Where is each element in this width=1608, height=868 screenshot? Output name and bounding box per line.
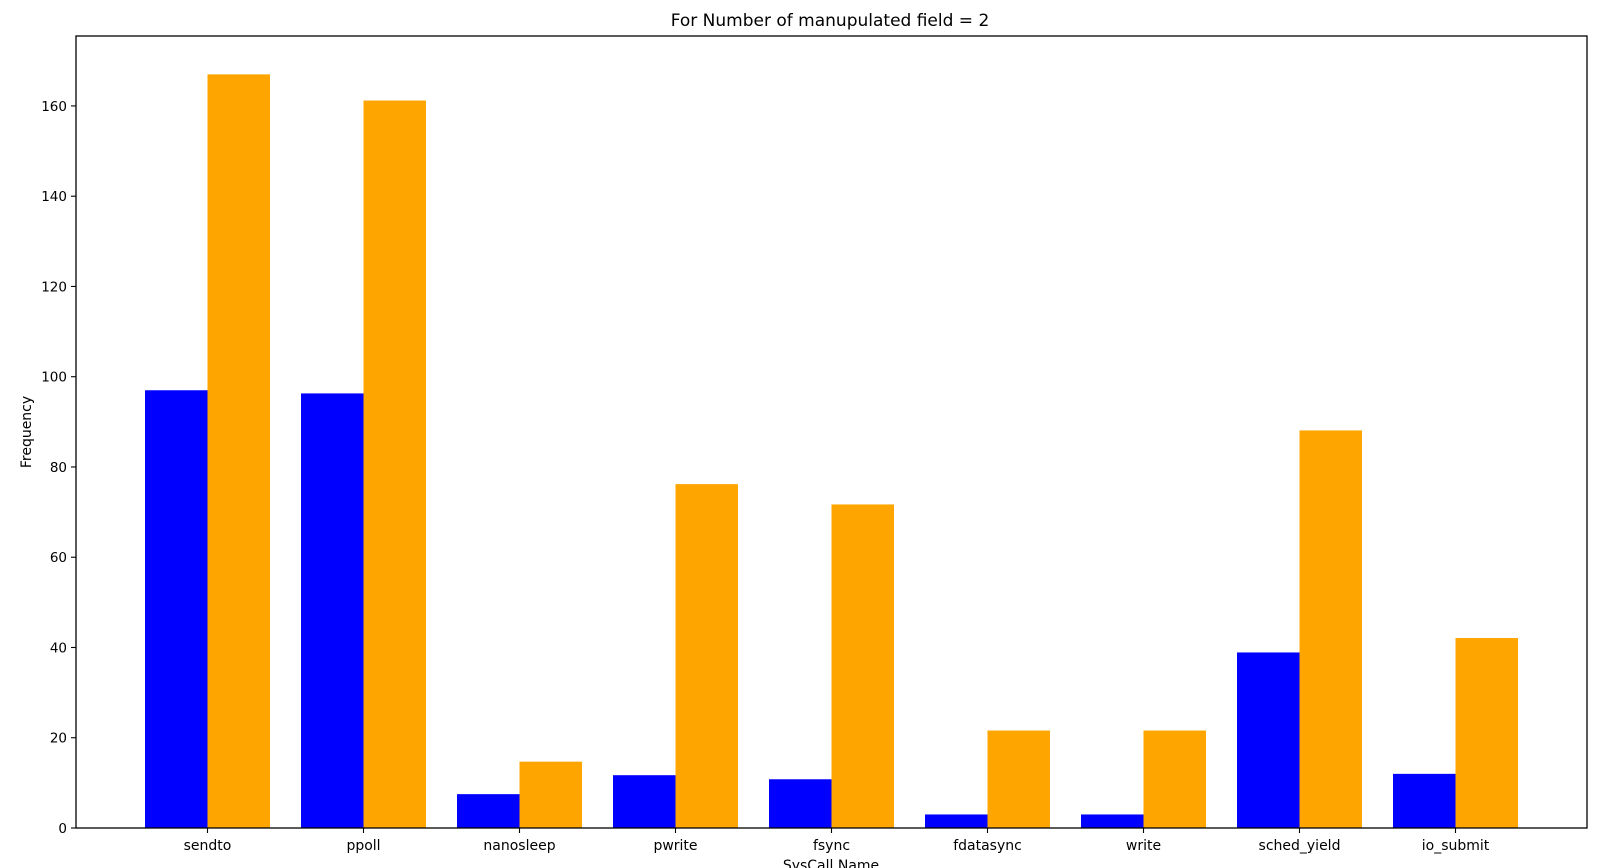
x-tick-label: ppoll [346, 838, 380, 854]
bar-sendto-series-1 [145, 390, 208, 828]
y-tick-label: 160 [41, 99, 67, 115]
bar-sched_yield-series-1 [1237, 652, 1300, 828]
bar-io_submit-series-2 [1455, 638, 1518, 828]
y-tick-label: 0 [58, 821, 67, 837]
y-tick-label: 80 [50, 460, 67, 476]
y-tick-label: 20 [50, 731, 67, 747]
x-axis-label: SysCall Name [783, 858, 879, 868]
x-tick-label: sched_yield [1259, 838, 1341, 854]
y-tick-label: 40 [50, 640, 67, 656]
bar-sendto-series-2 [207, 74, 270, 829]
y-tick-label: 140 [41, 189, 67, 205]
bar-pwrite-series-2 [675, 484, 738, 828]
x-axis: sendto ppoll nanosleep pwrite fsync fdatasync… [184, 828, 1490, 854]
plot-frame [75, 35, 1588, 829]
bar-ppoll-series-2 [363, 100, 426, 829]
x-tick-label: nanosleep [483, 838, 555, 854]
y-tick-label: 100 [41, 370, 67, 386]
x-tick-label: io_submit [1422, 838, 1490, 854]
y-tick-label: 60 [50, 550, 67, 566]
bar-io_submit-series-1 [1393, 773, 1456, 828]
bar-sched_yield-series-2 [1299, 430, 1362, 828]
chart-title: For Number of manupulated field = 2 [671, 11, 990, 31]
y-tick-label: 120 [41, 279, 67, 295]
bar-fsync-series-2 [831, 504, 894, 828]
x-tick-label: fdatasync [953, 838, 1022, 854]
x-tick-label: write [1126, 838, 1161, 854]
bar-write-series-1 [1081, 814, 1144, 828]
bars-layer [145, 74, 1518, 829]
bar-ppoll-series-1 [301, 393, 364, 828]
y-axis-label: Frequency [19, 396, 35, 468]
bar-pwrite-series-1 [613, 775, 676, 828]
bar-nanosleep-series-2 [519, 761, 582, 828]
x-tick-label: sendto [184, 838, 232, 854]
bar-fdatasync-series-2 [987, 730, 1050, 828]
y-axis: 0 20 40 60 80 100 120 140 160 [41, 99, 76, 837]
bar-nanosleep-series-1 [457, 794, 520, 828]
bar-fsync-series-1 [769, 779, 832, 828]
x-tick-label: fsync [813, 838, 850, 854]
bar-fdatasync-series-1 [925, 814, 988, 828]
x-tick-label: pwrite [653, 838, 697, 854]
bar-write-series-2 [1143, 730, 1206, 828]
